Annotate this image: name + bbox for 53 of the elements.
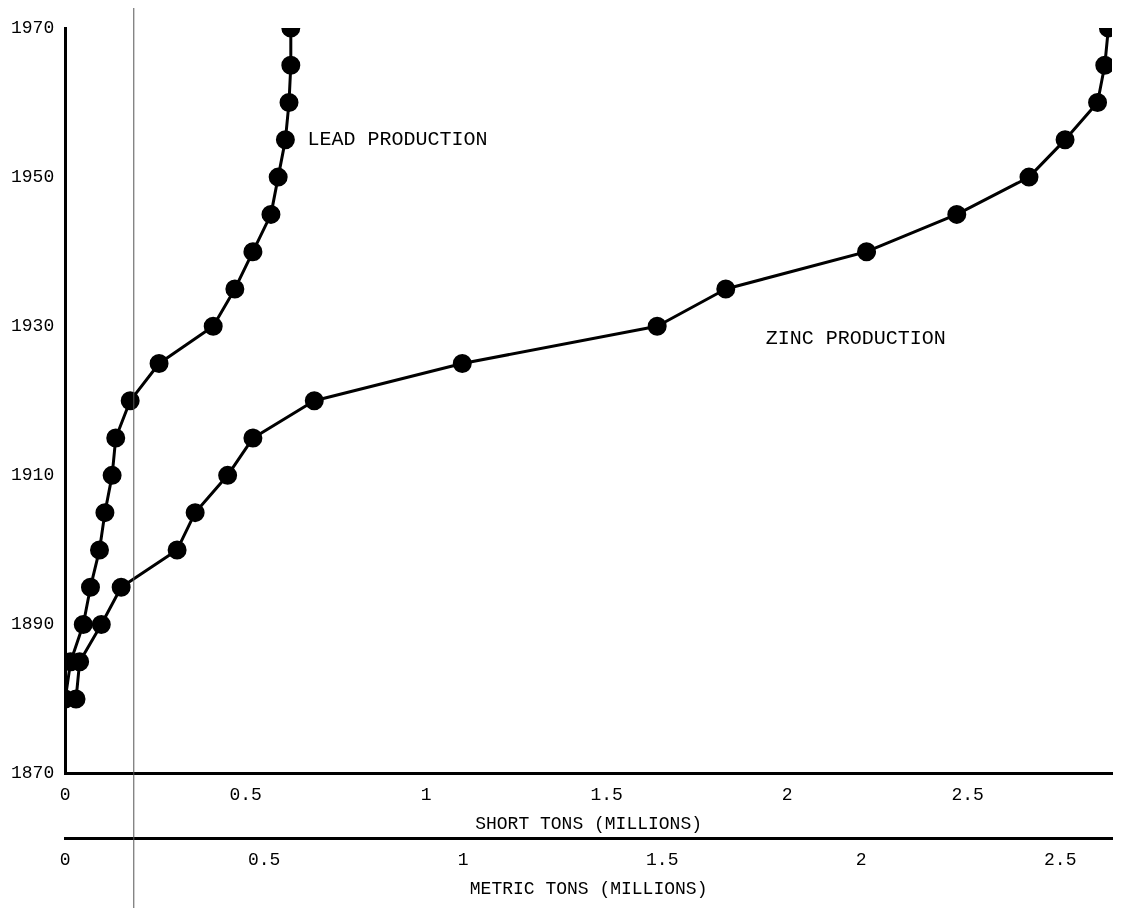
y-tick-label: 1930 [10,316,55,337]
series-label: LEAD PRODUCTION [307,128,488,152]
point [106,428,126,448]
point [275,130,295,150]
point [304,391,324,411]
y-tick-label: 1970 [10,17,55,38]
point [111,577,131,597]
point [91,614,111,634]
x-tick-label: 1.5 [590,785,623,806]
text: ZINC PRODUCTION [765,327,946,351]
point [203,316,223,336]
point [647,316,667,336]
point [281,55,301,75]
point [279,93,299,113]
point [1088,93,1108,113]
point [218,465,238,485]
x-axis-title: SHORT TONS (MILLIONS) [475,813,703,834]
point [80,577,100,597]
point [452,354,472,374]
point [73,614,93,634]
x2-tick-label: 2 [855,850,867,871]
point [167,540,187,560]
x2-tick-label: 0.5 [248,850,281,871]
point [1055,130,1075,150]
point [268,167,288,187]
point [716,279,736,299]
x2-tick-label: 1 [457,850,469,871]
x2-axis-title: METRIC TONS (MILLIONS) [469,878,708,899]
point [102,465,122,485]
x-tick-label: 2.5 [951,785,984,806]
x2-tick-label: 0 [59,850,71,871]
y-tick-label: 1890 [10,614,55,635]
point [261,204,281,224]
point [185,503,205,523]
point [149,354,169,374]
y-tick-label: 1910 [10,465,55,486]
x2-tick-label: 2.5 [1044,850,1077,871]
x-tick-label: 2 [781,785,793,806]
point [95,503,115,523]
x2-tick-label: 1.5 [646,850,679,871]
point [857,242,877,262]
point [947,204,967,224]
y-tick-label: 1950 [10,166,55,187]
point [243,428,263,448]
point [243,242,263,262]
x-tick-label: 0 [59,785,71,806]
x-tick-label: 0.5 [229,785,262,806]
point [225,279,245,299]
point [120,391,140,411]
point [90,540,109,560]
x-tick-label: 1 [420,785,432,806]
y-tick-label: 1870 [10,763,55,784]
point [1019,167,1039,187]
